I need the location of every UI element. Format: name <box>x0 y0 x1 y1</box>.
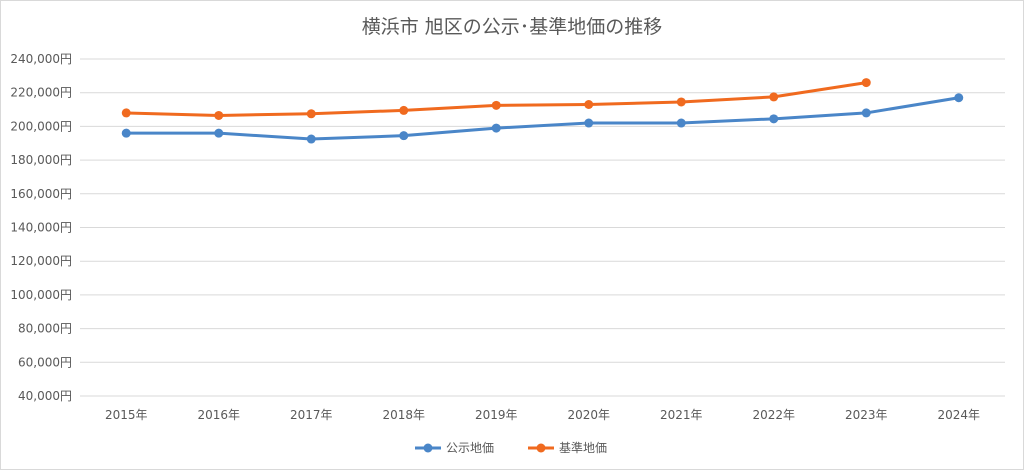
data-point <box>676 97 686 107</box>
x-tick-label: 2016年 <box>197 408 240 422</box>
y-tick-label: 40,000円 <box>18 389 72 403</box>
y-tick-label: 180,000円 <box>10 153 72 167</box>
x-tick-label: 2020年 <box>567 408 610 422</box>
y-tick-label: 120,000円 <box>10 254 72 268</box>
data-point <box>121 108 131 118</box>
y-tick-label: 100,000円 <box>10 288 72 302</box>
y-tick-label: 80,000円 <box>18 322 72 336</box>
x-tick-label: 2018年 <box>382 408 425 422</box>
y-tick-label: 200,000円 <box>10 119 72 133</box>
chart-title: 横浜市 旭区の公示･基準地価の推移 <box>361 16 663 38</box>
data-point <box>306 109 316 119</box>
x-tick-label: 2023年 <box>845 408 888 422</box>
data-point <box>121 128 131 138</box>
x-axis-ticks: 2015年 2016年 2017年 2018年 2019年 2020年 2021年 2022年… <box>105 408 980 422</box>
data-point <box>861 78 871 88</box>
data-point <box>584 118 594 128</box>
x-tick-label: 2024年 <box>937 408 980 422</box>
legend: 公示地価 基準地価 <box>415 440 607 455</box>
data-point <box>306 134 316 144</box>
y-tick-label: 140,000円 <box>10 221 72 235</box>
data-point <box>399 131 409 141</box>
x-tick-label: 2022年 <box>752 408 795 422</box>
grid-lines <box>80 58 1005 397</box>
data-point <box>861 108 871 118</box>
y-tick-label: 160,000円 <box>10 187 72 201</box>
y-tick-label: 240,000円 <box>10 52 72 66</box>
x-tick-label: 2015年 <box>105 408 148 422</box>
x-tick-label: 2017年 <box>290 408 333 422</box>
data-point <box>769 114 779 124</box>
x-tick-label: 2021年 <box>660 408 703 422</box>
data-point <box>954 93 964 103</box>
data-point <box>214 128 224 138</box>
y-tick-label: 220,000円 <box>10 86 72 100</box>
legend-label: 公示地価 <box>446 441 494 455</box>
data-point <box>491 100 501 110</box>
series-group <box>121 78 964 144</box>
data-point <box>491 123 501 133</box>
y-tick-label: 60,000円 <box>18 355 72 369</box>
data-point <box>769 92 779 102</box>
legend-marker <box>536 443 546 453</box>
data-point <box>676 118 686 128</box>
x-tick-label: 2019年 <box>475 408 518 422</box>
data-point <box>584 99 594 109</box>
series-line-1 <box>124 96 961 141</box>
legend-marker <box>423 443 433 453</box>
y-axis-ticks: 40,000円 60,000円 80,000円 100,000円 120,000円 140… <box>10 52 72 403</box>
data-point <box>399 105 409 115</box>
series-line-2 <box>124 81 868 117</box>
data-point <box>214 110 224 120</box>
legend-label: 基準地価 <box>559 440 607 455</box>
